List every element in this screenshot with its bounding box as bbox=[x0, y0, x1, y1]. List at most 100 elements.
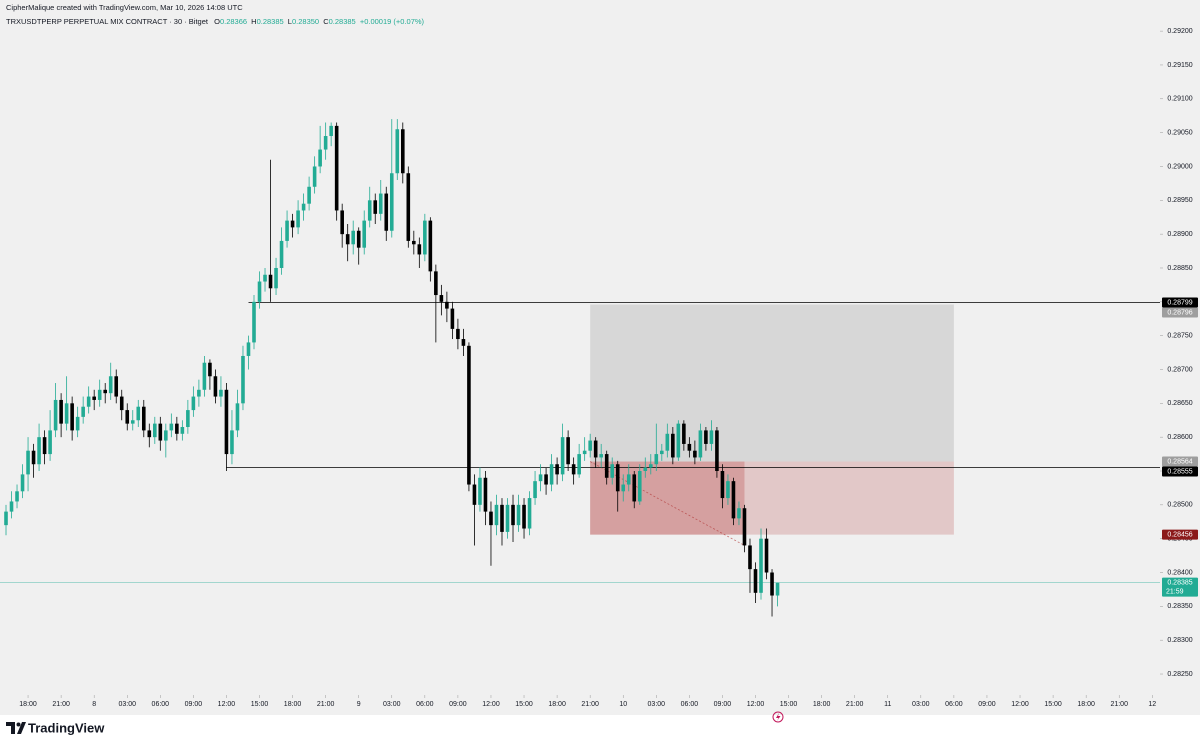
candle-body bbox=[345, 234, 350, 245]
event-bolt bbox=[776, 713, 781, 721]
y-tick-label: 0.28350 bbox=[1167, 603, 1192, 610]
candle-body bbox=[301, 203, 306, 211]
candle-body bbox=[406, 173, 411, 241]
candle-body bbox=[53, 399, 58, 431]
candle-body bbox=[676, 423, 681, 458]
candle-body bbox=[637, 471, 642, 502]
candle-body bbox=[312, 166, 317, 187]
y-tick-label: 0.28300 bbox=[1167, 637, 1192, 644]
candle-body bbox=[511, 504, 515, 526]
candle-body bbox=[164, 430, 168, 441]
x-tick-label: 21:00 bbox=[317, 701, 335, 708]
candle-body bbox=[395, 129, 400, 174]
candle-body bbox=[412, 240, 416, 245]
candle-body bbox=[20, 474, 25, 492]
x-tick-label: 21:00 bbox=[581, 701, 599, 708]
brand-name: TradingView bbox=[28, 720, 105, 735]
price-label: 0.28799 bbox=[1167, 299, 1192, 306]
candle-body bbox=[693, 450, 697, 458]
candle-body bbox=[296, 210, 300, 228]
x-tick-label: 15:00 bbox=[1044, 701, 1062, 708]
price-label-box bbox=[1162, 466, 1198, 477]
x-tick-label: 21:00 bbox=[1110, 701, 1128, 708]
price-label-box bbox=[1162, 297, 1198, 308]
candle-body bbox=[362, 220, 367, 248]
candle-body bbox=[560, 437, 565, 475]
countdown: 21:59 bbox=[1166, 589, 1184, 596]
candle-body bbox=[726, 481, 730, 499]
y-tick-label: 0.29200 bbox=[1167, 28, 1192, 35]
x-tick-label: 06:00 bbox=[152, 701, 170, 708]
candle-body bbox=[219, 389, 223, 397]
candle-body bbox=[213, 376, 218, 397]
candle-body bbox=[235, 403, 240, 431]
logo-dot bbox=[16, 722, 21, 727]
candle-body bbox=[257, 281, 262, 302]
position-layer bbox=[589, 304, 954, 546]
candle-body bbox=[665, 433, 670, 451]
candle-body bbox=[125, 410, 130, 424]
x-tick-label: 09:00 bbox=[714, 701, 732, 708]
candle-body bbox=[549, 464, 554, 485]
symbol-legend: TRXUSDTPERP PERPETUAL MIX CONTRACT · 30 … bbox=[6, 17, 425, 26]
candle-body bbox=[279, 240, 284, 268]
y-tick-label: 0.28900 bbox=[1167, 231, 1192, 238]
candle-body bbox=[241, 355, 245, 404]
x-tick-label: 12 bbox=[1148, 701, 1156, 708]
candle-body bbox=[97, 389, 102, 400]
symbol: TRXUSDTPERP PERPETUAL MIX CONTRACT · 30 … bbox=[6, 17, 209, 26]
price-label-box bbox=[1162, 577, 1198, 597]
trade-path bbox=[589, 461, 745, 546]
candle-body bbox=[660, 450, 664, 455]
candle-body bbox=[114, 376, 119, 397]
y-tick-label: 0.28850 bbox=[1167, 265, 1192, 272]
candle-body bbox=[180, 427, 185, 434]
x-tick-label: 9 bbox=[357, 701, 361, 708]
candle-body bbox=[500, 504, 504, 532]
x-tick-label: 03:00 bbox=[912, 701, 930, 708]
candle-body bbox=[334, 125, 339, 211]
candle-body bbox=[4, 511, 8, 526]
candle-body bbox=[687, 443, 692, 451]
x-tick-label: 15:00 bbox=[515, 701, 533, 708]
x-tick-label: 21:00 bbox=[846, 701, 864, 708]
candle-body bbox=[671, 433, 675, 458]
candle-body bbox=[224, 389, 229, 455]
x-tick-label: 09:00 bbox=[978, 701, 996, 708]
price-label: 0.28796 bbox=[1167, 309, 1192, 316]
y-tick-label: 0.28650 bbox=[1167, 400, 1192, 407]
x-tick-label: 12:00 bbox=[482, 701, 500, 708]
x-tick-label: 18:00 bbox=[548, 701, 566, 708]
candle-body bbox=[384, 193, 389, 231]
candle-body bbox=[709, 430, 714, 444]
candle-body bbox=[538, 474, 543, 482]
x-tick-label: 03:00 bbox=[648, 701, 666, 708]
logo-mark bbox=[6, 722, 26, 734]
candle-body bbox=[505, 504, 510, 532]
candle-body bbox=[9, 501, 14, 512]
candle-body bbox=[704, 430, 708, 444]
ohlc-value: 0.28385 bbox=[329, 17, 356, 26]
price-label-box bbox=[1162, 456, 1198, 467]
x-tick-label: 21:00 bbox=[52, 701, 70, 708]
candle-body bbox=[445, 301, 449, 309]
candle-body bbox=[26, 450, 30, 475]
candle-body bbox=[373, 200, 378, 214]
candle-body bbox=[759, 538, 763, 593]
candle-body bbox=[186, 410, 190, 428]
candle-body bbox=[593, 440, 598, 458]
candle-body bbox=[770, 572, 774, 596]
candle-body bbox=[318, 149, 322, 167]
candle-body bbox=[626, 474, 631, 485]
y-tick-label: 0.29150 bbox=[1167, 62, 1192, 69]
candle-body bbox=[775, 582, 780, 596]
candle-body bbox=[356, 230, 361, 248]
candle-body bbox=[527, 498, 532, 529]
price-label: 0.28385 bbox=[1167, 580, 1192, 587]
x-tick-label: 12:00 bbox=[218, 701, 236, 708]
candle-body bbox=[489, 511, 493, 526]
candle-body bbox=[720, 471, 725, 499]
candle-body bbox=[748, 545, 752, 570]
x-tick-label: 10 bbox=[619, 701, 627, 708]
